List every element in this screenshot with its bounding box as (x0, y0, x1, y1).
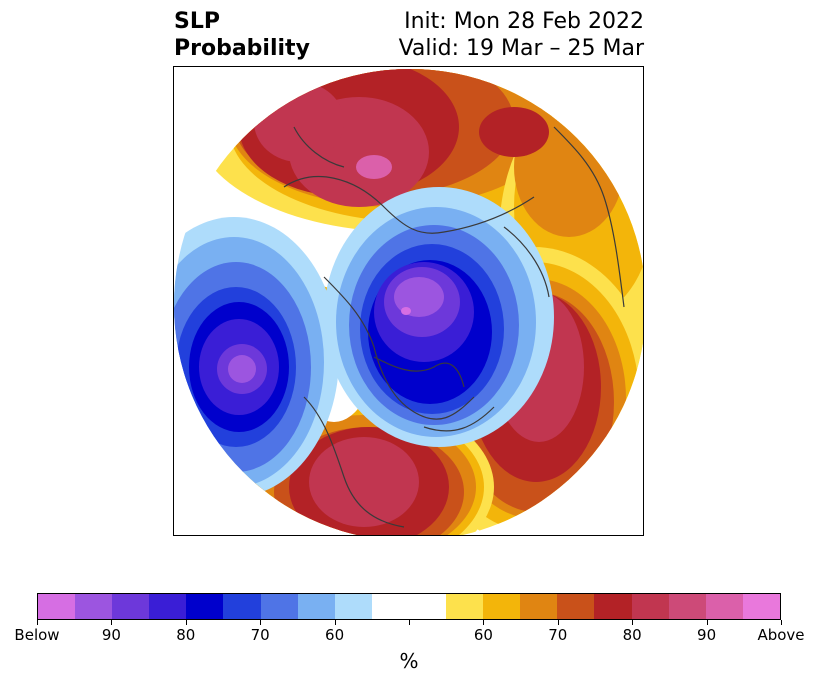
colorbar-tick-label: 80 (622, 626, 642, 644)
colorbar-segment (149, 594, 187, 619)
colorbar-tickmark (185, 620, 187, 625)
colorbar-segment (223, 594, 261, 619)
colorbar-tickmark (37, 620, 38, 625)
colorbar-segment (408, 594, 447, 619)
map-frame (173, 66, 644, 536)
probability-map (174, 69, 643, 535)
colorbar-segment (186, 594, 224, 619)
colorbar-segment (38, 594, 76, 619)
chart-title-left: SLP Probability (174, 8, 310, 62)
colorbar-tick-label: Above (757, 626, 805, 644)
colorbar-tickmark (483, 620, 485, 625)
colorbar-segment (668, 594, 706, 619)
colorbar-segment (594, 594, 632, 619)
colorbar-unit-label: % (399, 649, 419, 673)
colorbar-tickmark (111, 620, 113, 625)
colorbar (37, 593, 781, 620)
colorbar-segment (557, 594, 595, 619)
colorbar-segment (705, 594, 743, 619)
colorbar-tick-label: 70 (250, 626, 270, 644)
valid-range: Valid: 19 Mar – 25 Mar (398, 36, 644, 61)
colorbar-tickmark (781, 620, 782, 625)
colorbar-segment (371, 594, 409, 619)
colorbar-tickmark (557, 620, 559, 625)
colorbar-tickmark (706, 620, 708, 625)
colorbar-segment (520, 594, 558, 619)
colorbar-tick-label: Below (14, 626, 60, 644)
coastlines (283, 126, 625, 528)
title-probability: Probability (174, 36, 310, 61)
colorbar-tick-label: 80 (176, 626, 196, 644)
init-date: Init: Mon 28 Feb 2022 (404, 9, 644, 34)
chart-title-right: Init: Mon 28 Feb 2022 Valid: 19 Mar – 25… (399, 8, 644, 62)
colorbar-segment (260, 594, 298, 619)
colorbar-segment (297, 594, 335, 619)
colorbar-segment (334, 594, 372, 619)
colorbar-tick-label: 90 (101, 626, 121, 644)
colorbar-tick-label: 90 (697, 626, 717, 644)
colorbar-tickmark (260, 620, 262, 625)
colorbar-segment (742, 594, 780, 619)
colorbar-segment (112, 594, 150, 619)
colorbar-tickmark (334, 620, 336, 625)
colorbar-tick-label: 70 (548, 626, 568, 644)
colorbar-tickmark (632, 620, 634, 625)
colorbar-segment (483, 594, 521, 619)
colorbar-segment (631, 594, 669, 619)
colorbar-segment (75, 594, 113, 619)
colorbar-segment (446, 594, 484, 619)
title-slp: SLP (174, 9, 220, 34)
colorbar-tick-label: 60 (325, 626, 345, 644)
colorbar-tick-label: 60 (473, 626, 493, 644)
colorbar-tickmark (409, 620, 410, 625)
